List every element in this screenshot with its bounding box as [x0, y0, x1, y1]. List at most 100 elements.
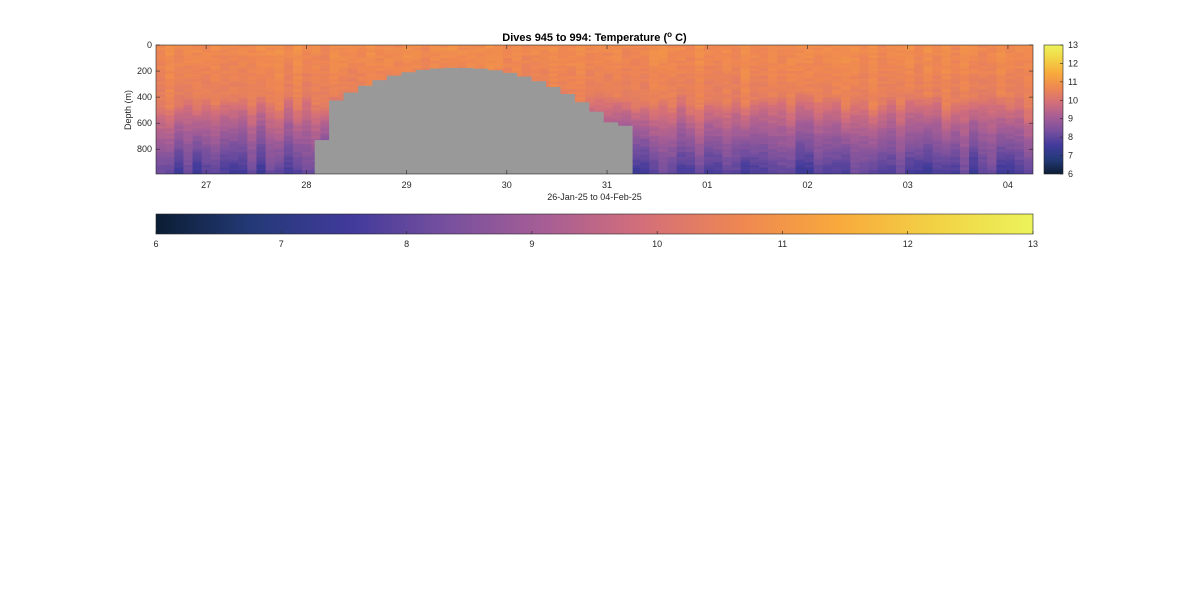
heatmap-cell: [539, 47, 550, 51]
heatmap-cell: [192, 112, 203, 116]
heatmap-cell: [914, 78, 924, 83]
heatmap-cell: [786, 86, 797, 90]
heatmap-cell: [585, 47, 596, 51]
heatmap-cell: [356, 55, 367, 59]
heatmap-cell: [640, 52, 650, 56]
heatmap-cell: [329, 89, 340, 93]
heatmap-cell: [420, 58, 431, 62]
heatmap-cell: [219, 146, 230, 150]
heatmap-cell: [603, 60, 614, 64]
heatmap-cell: [283, 159, 294, 163]
heatmap-cell: [950, 50, 961, 54]
heatmap-cell: [777, 45, 787, 49]
heatmap-cell: [914, 76, 924, 80]
heatmap-cell: [1005, 131, 1016, 135]
heatmap-cell: [210, 162, 221, 166]
heatmap-cell: [356, 78, 367, 83]
heatmap-cell: [658, 58, 669, 62]
heatmap-cell: [594, 97, 605, 101]
heatmap-cell: [156, 97, 166, 101]
heatmap-cell: [978, 91, 988, 96]
heatmap-cell: [895, 112, 906, 116]
heatmap-cell: [868, 157, 879, 161]
heatmap-cell: [895, 58, 906, 62]
heatmap-cell: [731, 141, 742, 145]
heatmap-cell: [366, 58, 376, 62]
heatmap-cell: [411, 60, 422, 64]
heatmap-cell: [877, 146, 888, 150]
heatmap-cell: [777, 141, 787, 145]
heatmap-cell: [676, 141, 687, 145]
heatmap-cell: [704, 131, 714, 135]
missing-data-step: [559, 94, 575, 174]
heatmap-cell: [1023, 45, 1033, 49]
heatmap-cell: [731, 52, 742, 56]
heatmap-cell: [704, 58, 714, 62]
heatmap-cell: [859, 107, 870, 111]
heatmap-cell: [302, 167, 312, 171]
heatmap-cell: [713, 52, 723, 56]
heatmap-cell: [557, 84, 568, 88]
heatmap-cell: [338, 86, 349, 90]
heatmap-cell: [886, 104, 897, 109]
heatmap-cell: [804, 73, 815, 77]
heatmap-cell: [201, 128, 212, 132]
heatmap-cell: [384, 71, 395, 75]
heatmap-cell: [731, 151, 742, 156]
heatmap-cell: [210, 125, 221, 129]
heatmap-cell: [676, 162, 687, 166]
heatmap-cell: [905, 94, 915, 98]
heatmap-cell: [804, 81, 815, 85]
heatmap-cell: [247, 94, 258, 98]
heatmap-cell: [210, 146, 221, 150]
heatmap-cell: [466, 50, 477, 54]
heatmap-cell: [393, 50, 404, 54]
heatmap-cell: [1014, 86, 1025, 90]
heatmap-cell: [585, 58, 596, 62]
heatmap-cell: [210, 84, 221, 88]
heatmap-cell: [293, 71, 303, 75]
heatmap-cell: [987, 84, 998, 88]
heatmap-cell: [283, 162, 294, 166]
heatmap-cell: [283, 97, 294, 101]
heatmap-cell: [713, 172, 723, 174]
heatmap-cell: [905, 84, 915, 88]
colorbar-tick-label: 11: [1068, 77, 1077, 87]
heatmap-cell: [667, 151, 678, 156]
heatmap-cell: [941, 133, 952, 137]
heatmap-cell: [749, 120, 760, 124]
heatmap-cell: [1005, 154, 1016, 158]
heatmap-cell: [603, 89, 614, 93]
heatmap-cell: [667, 71, 678, 75]
heatmap-cell: [567, 63, 577, 67]
heatmap-cell: [704, 157, 714, 161]
heatmap-cell: [996, 128, 1007, 132]
heatmap-cell: [238, 170, 248, 174]
heatmap-cell: [905, 115, 915, 119]
heatmap-cell: [777, 172, 787, 174]
heatmap-cell: [329, 68, 340, 72]
heatmap-cell: [201, 159, 212, 163]
heatmap-cell: [631, 65, 641, 70]
heatmap-cell: [265, 128, 276, 132]
heatmap-cell: [521, 73, 532, 77]
heatmap-cell: [758, 115, 769, 119]
heatmap-cell: [156, 52, 166, 56]
heatmap-cell: [749, 117, 760, 122]
heatmap-cell: [996, 149, 1007, 153]
heatmap-cell: [192, 117, 203, 122]
heatmap-cell: [941, 128, 952, 132]
heatmap-cell: [192, 60, 203, 64]
heatmap-cell: [777, 47, 787, 51]
heatmap-cell: [868, 172, 879, 174]
heatmap-cell: [247, 68, 258, 72]
heatmap-cell: [210, 50, 221, 54]
heatmap-cell: [366, 63, 376, 67]
heatmap-cell: [768, 133, 778, 137]
heatmap-cell: [685, 58, 696, 62]
heatmap-cell: [768, 151, 778, 156]
heatmap-cell: [813, 104, 824, 109]
heatmap-cell: [749, 45, 760, 49]
heatmap-cell: [886, 154, 897, 158]
heatmap-cell: [749, 52, 760, 56]
